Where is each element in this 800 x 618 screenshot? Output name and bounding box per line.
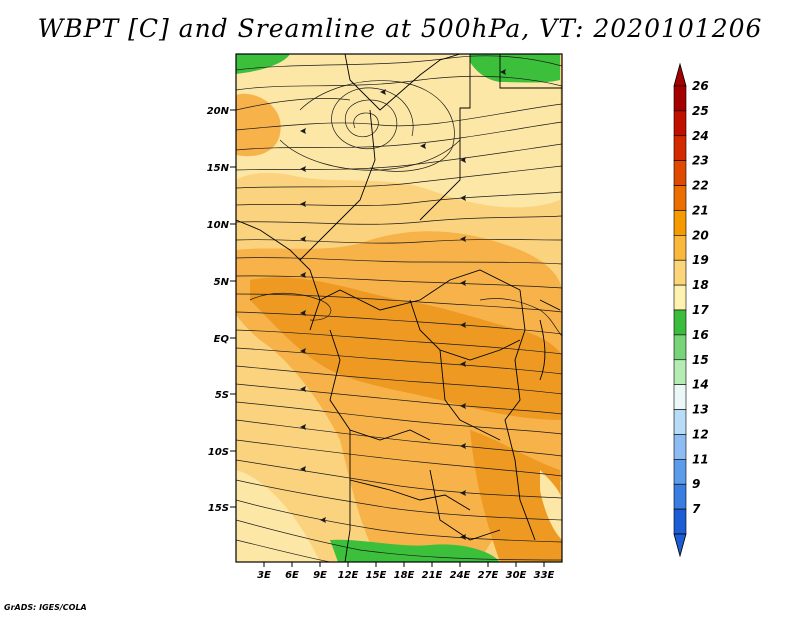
streamlines (236, 55, 562, 562)
colorbar-swatch (673, 210, 687, 236)
colorbar-arrow-bottom (673, 533, 687, 558)
lon-label: 21E (422, 570, 443, 581)
colorbar-label: 16 (692, 328, 709, 342)
field-hot-equator (250, 277, 562, 420)
lon-label: 18E (394, 570, 415, 581)
lat-label: 10S (208, 447, 229, 458)
lon-label: 30E (506, 570, 527, 581)
colorbar-swatch (673, 235, 687, 261)
colorbar-label: 23 (692, 154, 709, 168)
lon-label: 33E (534, 570, 555, 581)
colorbar-label: 14 (692, 378, 709, 392)
colorbar-label: 12 (692, 427, 709, 441)
lon-label: 12E (338, 570, 359, 581)
colorbar-label: 7 (692, 502, 701, 516)
field-green-nw (236, 54, 290, 74)
colorbar-label: 15 (692, 353, 709, 367)
colorbar-swatch (673, 359, 687, 385)
colorbar-swatch (673, 309, 687, 336)
colorbar-swatch (673, 135, 687, 161)
colorbar-swatch (673, 483, 687, 510)
field-green-south (330, 539, 500, 562)
stream-arrows (300, 69, 506, 540)
colorbar: 26 25 24 23 22 21 20 19 18 17 16 15 14 13 12 11 9 7 (673, 62, 709, 558)
colorbar-label: 9 (692, 477, 700, 491)
colorbar-label: 22 (692, 179, 709, 193)
lat-label: 20N (207, 106, 230, 117)
colorbar-swatch (673, 160, 687, 186)
colorbar-swatch (673, 284, 687, 311)
lon-axis (263, 562, 545, 567)
colorbar-label: 21 (692, 203, 709, 217)
field-warm-nw (236, 93, 281, 157)
lon-label: 27E (478, 570, 499, 581)
lat-label: 10N (207, 220, 230, 231)
colorbar-swatch (673, 185, 687, 211)
lon-label: 9E (313, 570, 327, 581)
colorbar-swatch (673, 384, 687, 410)
lat-label: EQ (214, 334, 230, 345)
country-borders (236, 54, 562, 562)
colorbar-swatch (673, 110, 687, 137)
colorbar-swatch (673, 334, 687, 361)
colorbar-swatch (673, 434, 687, 460)
colorbar-label: 18 (692, 278, 709, 292)
colorbar-swatch (673, 508, 687, 535)
field-green-ne (470, 54, 560, 83)
colorbar-swatch (673, 459, 687, 485)
colorbar-label: 26 (692, 79, 709, 93)
colorbar-label: 24 (692, 129, 709, 143)
wbpt-field (236, 54, 562, 562)
map-frame (235, 53, 563, 563)
colorbar-label: 25 (692, 104, 709, 118)
colorbar-arrow-top (673, 62, 687, 87)
colorbar-label: 11 (692, 452, 709, 466)
lat-label: 15S (208, 503, 229, 514)
field-cool-east (540, 470, 562, 540)
lon-label: 6E (285, 570, 299, 581)
colorbar-label: 20 (692, 228, 709, 242)
colorbar-label: 19 (692, 253, 709, 267)
grads-footer: GrADS: IGES/COLA (4, 603, 87, 612)
lat-label: 5S (215, 390, 229, 401)
colorbar-label: 13 (692, 403, 709, 417)
colorbar-swatch (673, 259, 687, 286)
lon-label: 24E (450, 570, 471, 581)
colorbar-swatch (673, 85, 687, 112)
colorbar-swatch (673, 409, 687, 435)
chart-title: WBPT [C] and Sreamline at 500hPa, VT: 20… (37, 14, 763, 43)
lon-label: 15E (366, 570, 387, 581)
lat-axis (230, 109, 236, 508)
lat-label: 5N (214, 277, 230, 288)
lon-label: 3E (257, 570, 271, 581)
lat-label: 15N (207, 163, 230, 174)
colorbar-label: 17 (692, 303, 709, 317)
field-cool-sw (236, 470, 320, 562)
